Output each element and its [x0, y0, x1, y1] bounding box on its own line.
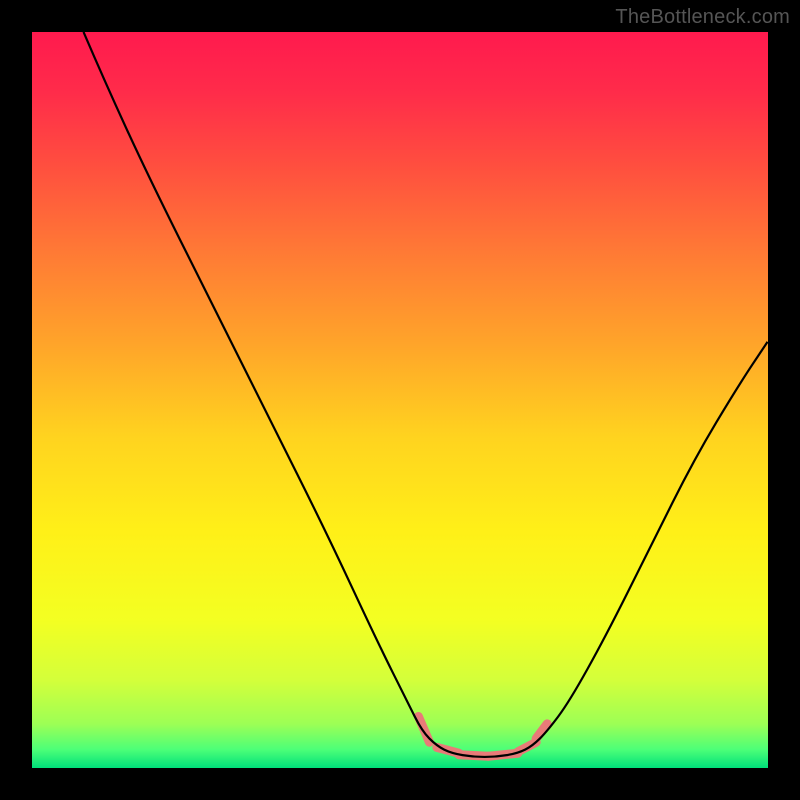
watermark-text: TheBottleneck.com — [615, 6, 790, 29]
gradient-background — [32, 32, 768, 768]
chart-svg — [32, 32, 768, 768]
plot-area — [32, 32, 768, 768]
bottleneck-chart: TheBottleneck.com — [0, 0, 800, 800]
